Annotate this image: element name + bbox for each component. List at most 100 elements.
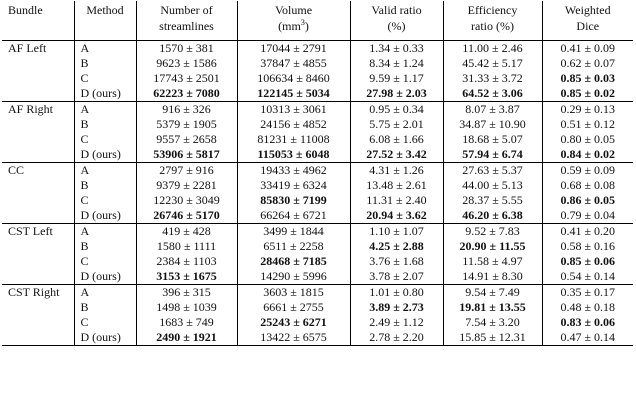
cell-valid-ratio: 5.75 ± 2.01 [349,117,443,132]
cell-volume: 19433 ± 4962 [236,162,350,178]
cell-bundle: CST Left [2,223,74,239]
cell-efficiency-ratio: 7.54 ± 3.20 [442,315,542,330]
cell-efficiency-ratio: 19.81 ± 13.55 [442,300,542,315]
cell-efficiency-ratio: 14.91 ± 8.30 [442,269,542,285]
cell-method: C [73,315,136,330]
cell-valid-ratio: 27.98 ± 2.03 [349,86,443,102]
cell-method: B [73,56,136,71]
cell-efficiency-ratio: 18.68 ± 5.07 [442,132,542,147]
cell-valid-ratio: 4.25 ± 2.88 [349,239,443,254]
cell-method: B [73,117,136,132]
cell-number-of-streamlines: 53906 ± 5817 [135,147,237,163]
cell-number-of-streamlines: 9557 ± 2658 [135,132,237,147]
cell-volume: 122145 ± 5034 [236,86,350,102]
table-row: B 1580 ± 1111 6511 ± 2258 4.25 ± 2.88 20.90 … [2,239,633,254]
cell-method: B [73,239,136,254]
cell-weighted-dice: 0.80 ± 0.05 [541,132,633,147]
cell-number-of-streamlines: 26746 ± 5170 [135,208,237,224]
cell-bundle [2,239,74,254]
cell-weighted-dice: 0.84 ± 0.02 [541,147,633,163]
cell-efficiency-ratio: 9.54 ± 7.49 [442,284,542,300]
cell-valid-ratio: 0.95 ± 0.34 [349,101,443,117]
cell-valid-ratio: 8.34 ± 1.24 [349,56,443,71]
table-header: Bundle Method Number of streamlines Volum… [2,1,633,41]
cell-weighted-dice: 0.54 ± 0.14 [541,269,633,285]
cell-number-of-streamlines: 2797 ± 916 [135,162,237,178]
table-row: D (ours) 26746 ± 5170 66264 ± 6721 20.94 ± … [2,208,633,224]
cell-volume: 17044 ± 2791 [236,40,350,56]
cell-efficiency-ratio: 11.00 ± 2.46 [442,40,542,56]
cell-weighted-dice: 0.62 ± 0.07 [541,56,633,71]
table-row: C 12230 ± 3049 85830 ± 7199 11.31 ± 2.40 28.… [2,193,633,208]
table-row: C 1683 ± 749 25243 ± 6271 2.49 ± 1.12 7.54 ±… [2,315,633,330]
results-table: Bundle Method Number of streamlines Volum… [2,1,633,346]
cell-number-of-streamlines: 916 ± 326 [135,101,237,117]
cell-number-of-streamlines: 17743 ± 2501 [135,71,237,86]
cell-bundle [2,315,74,330]
cell-bundle [2,71,74,86]
cell-volume: 3499 ± 1844 [236,223,350,239]
cell-bundle [2,117,74,132]
cell-weighted-dice: 0.83 ± 0.06 [541,315,633,330]
cell-volume: 3603 ± 1815 [236,284,350,300]
cell-valid-ratio: 6.08 ± 1.66 [349,132,443,147]
cell-number-of-streamlines: 5379 ± 1905 [135,117,237,132]
cell-valid-ratio: 11.31 ± 2.40 [349,193,443,208]
cell-number-of-streamlines: 1570 ± 381 [135,40,237,56]
cell-bundle [2,193,74,208]
cell-volume: 6511 ± 2258 [236,239,350,254]
cell-method: D (ours) [73,269,136,285]
cell-number-of-streamlines: 12230 ± 3049 [135,193,237,208]
cell-bundle [2,254,74,269]
cell-method: C [73,71,136,86]
cell-number-of-streamlines: 62223 ± 7080 [135,86,237,102]
table-row: D (ours) 3153 ± 1675 14290 ± 5996 3.78 ± 2.… [2,269,633,285]
cell-weighted-dice: 0.47 ± 0.14 [541,330,633,346]
cell-volume: 81231 ± 11008 [236,132,350,147]
cell-method: B [73,300,136,315]
cell-bundle [2,132,74,147]
header-method: Method [73,1,136,41]
cell-valid-ratio: 4.31 ± 1.26 [349,162,443,178]
cell-efficiency-ratio: 45.42 ± 5.17 [442,56,542,71]
cell-method: A [73,101,136,117]
cell-bundle [2,269,74,285]
cell-method: D (ours) [73,330,136,346]
table-row: C 9557 ± 2658 81231 ± 11008 6.08 ± 1.66 18.6… [2,132,633,147]
cell-bundle [2,178,74,193]
cell-weighted-dice: 0.58 ± 0.16 [541,239,633,254]
cell-method: A [73,162,136,178]
cell-number-of-streamlines: 2490 ± 1921 [135,330,237,346]
cell-method: A [73,223,136,239]
cell-weighted-dice: 0.85 ± 0.02 [541,86,633,102]
table-row: D (ours) 53906 ± 5817 115053 ± 6048 27.52 ±… [2,147,633,163]
table-row: B 1498 ± 1039 6661 ± 2755 3.89 ± 2.73 19.81 … [2,300,633,315]
cell-method: C [73,254,136,269]
cell-efficiency-ratio: 28.37 ± 5.55 [442,193,542,208]
cell-method: C [73,132,136,147]
cell-bundle: AF Left [2,40,74,56]
cell-bundle [2,56,74,71]
cell-bundle [2,300,74,315]
cell-valid-ratio: 13.48 ± 2.61 [349,178,443,193]
cell-bundle [2,147,74,163]
cell-efficiency-ratio: 20.90 ± 11.55 [442,239,542,254]
cell-efficiency-ratio: 9.52 ± 7.83 [442,223,542,239]
cell-volume: 6661 ± 2755 [236,300,350,315]
cell-number-of-streamlines: 1683 ± 749 [135,315,237,330]
cell-efficiency-ratio: 46.20 ± 6.38 [442,208,542,224]
cell-weighted-dice: 0.86 ± 0.05 [541,193,633,208]
cell-weighted-dice: 0.68 ± 0.08 [541,178,633,193]
cell-method: C [73,193,136,208]
table-row: CST Left A 419 ± 428 3499 ± 1844 1.10 ± 1.07… [2,223,633,239]
header-efficiency-ratio: Efficiency ratio (%) [442,1,542,41]
cell-bundle: CST Right [2,284,74,300]
cell-method: D (ours) [73,147,136,163]
cell-weighted-dice: 0.51 ± 0.12 [541,117,633,132]
table-row: CST Right A 396 ± 315 3603 ± 1815 1.01 ± 0.8… [2,284,633,300]
cell-number-of-streamlines: 9623 ± 1586 [135,56,237,71]
table-row: D (ours) 62223 ± 7080 122145 ± 5034 27.98 ±… [2,86,633,102]
cell-bundle [2,330,74,346]
cell-number-of-streamlines: 3153 ± 1675 [135,269,237,285]
cell-method: B [73,178,136,193]
